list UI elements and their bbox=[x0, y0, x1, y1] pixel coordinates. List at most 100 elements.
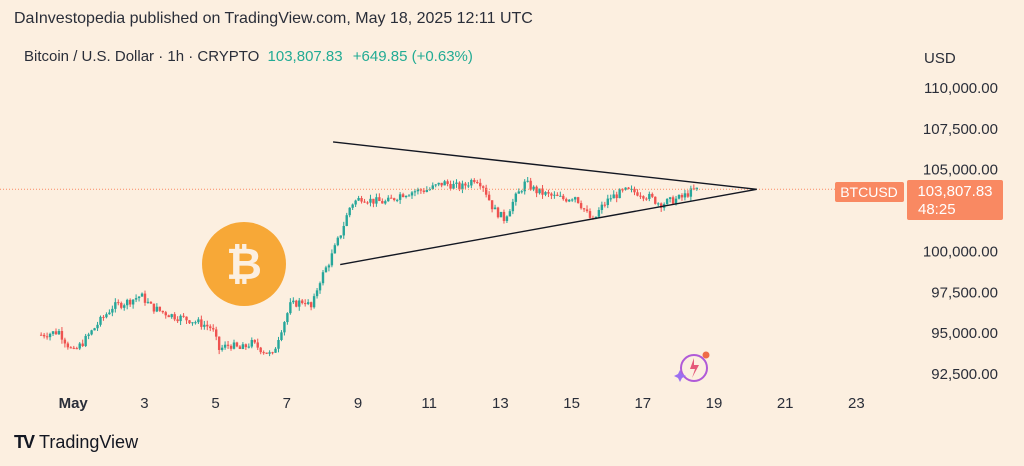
candle-body bbox=[603, 204, 607, 206]
candle-body bbox=[493, 207, 497, 210]
candle-body bbox=[363, 201, 366, 203]
candle-body bbox=[229, 345, 233, 349]
candle-body bbox=[541, 188, 544, 195]
candle-body bbox=[401, 194, 405, 198]
candle-body bbox=[562, 195, 565, 200]
x-tick-label: 17 bbox=[634, 395, 651, 412]
candle-body bbox=[336, 237, 340, 246]
tradingview-logo-text: TradingView bbox=[39, 432, 139, 452]
candle-body bbox=[505, 216, 509, 221]
candle-body bbox=[606, 198, 609, 206]
candle-body bbox=[60, 331, 64, 340]
candle-body bbox=[57, 331, 61, 335]
candle-body bbox=[75, 348, 78, 350]
candle-body bbox=[42, 334, 46, 337]
price-tag-value: 103,807.83 bbox=[917, 183, 992, 200]
candle-body bbox=[511, 201, 515, 212]
candle-body bbox=[479, 182, 482, 187]
x-tick-label: 13 bbox=[492, 395, 509, 412]
candle-body bbox=[117, 302, 120, 304]
candle-body bbox=[437, 182, 440, 185]
x-tick-label: 21 bbox=[777, 395, 794, 412]
candle-body bbox=[93, 328, 96, 331]
candle-body bbox=[167, 315, 170, 318]
candle-body bbox=[90, 330, 93, 335]
candle-body bbox=[128, 299, 132, 305]
candle-body bbox=[633, 188, 636, 193]
triangle-lower-line[interactable] bbox=[340, 188, 757, 266]
svg-text:₿: ₿ bbox=[226, 240, 262, 289]
sparkle-icon[interactable] bbox=[674, 350, 712, 386]
candle-body bbox=[410, 192, 414, 196]
candle-body bbox=[446, 181, 449, 184]
candle-body bbox=[686, 193, 690, 197]
candle-body bbox=[484, 187, 488, 195]
candle-body bbox=[547, 192, 550, 194]
candle-body bbox=[538, 188, 541, 194]
candle-body bbox=[375, 197, 378, 204]
y-tick-label: 92,500.00 bbox=[931, 366, 998, 383]
candle-body bbox=[102, 316, 105, 318]
candle-body bbox=[140, 293, 144, 297]
candle-body bbox=[553, 194, 556, 196]
candle-body bbox=[39, 334, 43, 336]
candle-body bbox=[582, 208, 586, 210]
candle-body bbox=[618, 189, 621, 199]
candle-body bbox=[395, 199, 399, 201]
candle-body bbox=[677, 194, 681, 199]
candle-body bbox=[369, 198, 372, 203]
candle-body bbox=[217, 336, 221, 350]
candle-body bbox=[232, 342, 236, 349]
candle-body bbox=[570, 199, 574, 201]
candle-body bbox=[188, 320, 191, 324]
candle-body bbox=[306, 302, 310, 304]
candle-body bbox=[244, 344, 248, 348]
symbol-description[interactable]: Bitcoin / U.S. Dollar · 1h · CRYPTO bbox=[24, 48, 260, 65]
candle-body bbox=[683, 193, 687, 198]
candle-body bbox=[238, 346, 242, 349]
currency-label: USD bbox=[924, 50, 956, 67]
candle-body bbox=[659, 203, 663, 208]
x-tick-label: May bbox=[59, 395, 89, 412]
triangle-upper-line[interactable] bbox=[333, 141, 757, 191]
candle-body bbox=[487, 194, 491, 201]
candle-body bbox=[292, 300, 295, 303]
y-tick-label: 100,000.00 bbox=[923, 243, 998, 260]
candle-body bbox=[220, 347, 224, 350]
candle-body bbox=[256, 342, 259, 348]
candle-body bbox=[413, 191, 417, 193]
candle-body bbox=[470, 180, 473, 186]
candle-body bbox=[51, 331, 55, 334]
candle-body bbox=[639, 195, 642, 197]
symbol-tag-text: BTCUSD bbox=[840, 184, 898, 200]
candle-body bbox=[137, 296, 141, 299]
candle-body bbox=[642, 196, 645, 199]
candle-body bbox=[185, 316, 188, 321]
price-axis: 110,000.00 107,500.00 105,000.00 100,000.00… bbox=[923, 80, 998, 383]
candle-body bbox=[490, 200, 494, 210]
symbol-tag: BTCUSD bbox=[835, 182, 904, 202]
candle-body bbox=[63, 339, 67, 344]
candle-body bbox=[268, 352, 271, 354]
candle-body bbox=[105, 314, 108, 318]
candle-body bbox=[461, 183, 464, 190]
candle-body bbox=[579, 203, 583, 209]
candle-body bbox=[125, 299, 129, 306]
candle-body bbox=[372, 198, 375, 204]
last-price: 103,807.83 bbox=[267, 48, 343, 65]
candle-body bbox=[502, 211, 506, 221]
candle-body bbox=[111, 308, 114, 313]
candle-body bbox=[176, 319, 179, 322]
candle-body bbox=[309, 302, 313, 308]
candle-body bbox=[123, 305, 126, 308]
candle-body bbox=[529, 180, 532, 190]
candle-body bbox=[333, 245, 337, 254]
price-change: +649.85 (+0.63%) bbox=[352, 48, 473, 65]
candle-body bbox=[280, 332, 283, 341]
tradingview-logo[interactable]: TV TradingView bbox=[14, 432, 138, 453]
candle-body bbox=[182, 315, 185, 317]
candle-body bbox=[520, 191, 523, 193]
candle-body bbox=[179, 315, 182, 322]
candle-body bbox=[568, 199, 571, 202]
